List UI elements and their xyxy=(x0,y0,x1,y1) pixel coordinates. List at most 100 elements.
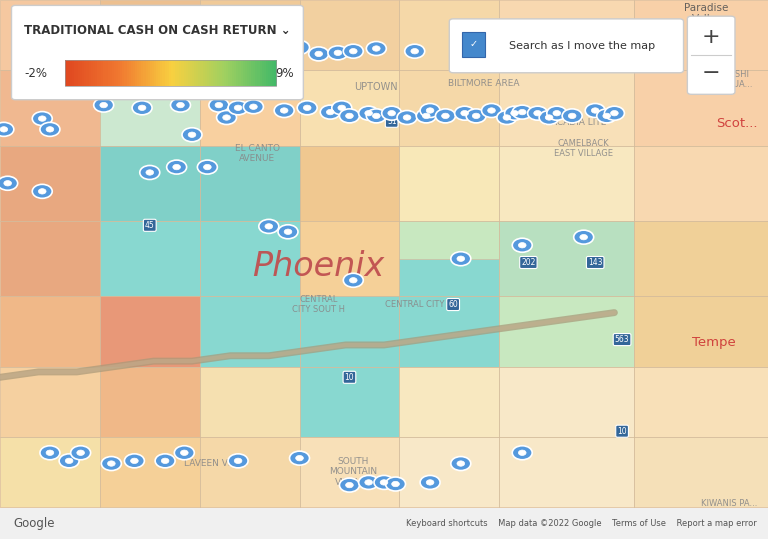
Bar xyxy=(213,60,216,86)
Circle shape xyxy=(100,102,108,108)
Text: 563: 563 xyxy=(614,335,630,344)
Bar xyxy=(237,60,239,86)
Bar xyxy=(170,60,174,86)
Bar xyxy=(0,70,100,146)
Circle shape xyxy=(366,42,386,56)
Bar xyxy=(84,60,88,86)
Bar xyxy=(169,60,171,86)
Circle shape xyxy=(472,113,480,119)
Bar xyxy=(249,60,252,86)
Bar xyxy=(137,60,140,86)
Bar xyxy=(264,60,266,86)
Text: FASHI
SQUA...: FASHI SQUA... xyxy=(721,70,753,89)
Bar xyxy=(186,60,188,86)
Circle shape xyxy=(265,46,273,51)
Circle shape xyxy=(46,450,54,455)
Bar xyxy=(203,60,205,86)
Circle shape xyxy=(150,47,157,52)
Circle shape xyxy=(234,105,242,110)
Bar xyxy=(150,60,153,86)
Text: KIWANIS PA...: KIWANIS PA... xyxy=(701,500,758,508)
Bar xyxy=(97,60,100,86)
Bar xyxy=(196,60,199,86)
Bar xyxy=(399,221,499,259)
Circle shape xyxy=(397,110,417,125)
Circle shape xyxy=(174,446,194,460)
Text: 60: 60 xyxy=(449,300,458,309)
Text: UPTOWN: UPTOWN xyxy=(355,82,398,92)
Circle shape xyxy=(562,109,582,123)
Text: 10: 10 xyxy=(617,427,627,436)
Circle shape xyxy=(451,457,471,471)
Circle shape xyxy=(518,243,526,248)
Text: Google: Google xyxy=(14,517,55,530)
Bar xyxy=(127,60,129,86)
Bar xyxy=(215,60,218,86)
Bar xyxy=(274,60,277,86)
Bar xyxy=(200,221,300,296)
Bar xyxy=(499,0,634,70)
Circle shape xyxy=(420,103,440,118)
Bar xyxy=(101,60,104,86)
Circle shape xyxy=(328,46,348,60)
Bar xyxy=(228,60,230,86)
Bar xyxy=(131,60,134,86)
Bar xyxy=(399,259,499,296)
Circle shape xyxy=(338,105,346,110)
Bar xyxy=(110,60,112,86)
Circle shape xyxy=(140,165,160,179)
Circle shape xyxy=(55,42,75,56)
Circle shape xyxy=(38,189,46,194)
Bar xyxy=(69,60,72,86)
Circle shape xyxy=(161,458,169,464)
Circle shape xyxy=(343,273,363,287)
Circle shape xyxy=(77,450,84,455)
Circle shape xyxy=(265,224,273,229)
Circle shape xyxy=(320,105,340,119)
Bar xyxy=(200,367,300,437)
Text: 9%: 9% xyxy=(275,67,293,80)
Circle shape xyxy=(611,110,618,116)
Circle shape xyxy=(223,50,230,56)
Circle shape xyxy=(274,103,294,118)
Text: 45: 45 xyxy=(145,221,154,230)
Bar xyxy=(86,60,89,86)
Circle shape xyxy=(349,278,357,283)
Circle shape xyxy=(451,252,471,266)
Text: LAVEEN VILLA: LAVEEN VILLA xyxy=(184,459,247,468)
Bar xyxy=(173,60,176,86)
Bar xyxy=(103,60,106,86)
Bar xyxy=(251,60,254,86)
Bar xyxy=(0,508,768,539)
Circle shape xyxy=(382,106,402,120)
Circle shape xyxy=(90,15,110,29)
Text: ARCADIA LITE: ARCADIA LITE xyxy=(545,119,607,127)
Circle shape xyxy=(372,113,380,119)
Bar xyxy=(399,296,499,367)
Circle shape xyxy=(173,164,180,170)
Bar xyxy=(207,60,210,86)
Circle shape xyxy=(349,49,357,54)
Text: Paradise
Vall...: Paradise Vall... xyxy=(684,3,729,24)
Circle shape xyxy=(180,450,188,455)
Bar xyxy=(634,0,768,70)
Text: ✓: ✓ xyxy=(470,39,478,50)
Circle shape xyxy=(420,475,440,489)
Bar xyxy=(158,60,161,86)
Bar xyxy=(238,60,241,86)
Bar xyxy=(223,60,227,86)
Bar xyxy=(100,221,200,296)
Bar xyxy=(68,60,71,86)
Circle shape xyxy=(188,132,196,137)
Circle shape xyxy=(65,458,73,464)
Circle shape xyxy=(124,454,144,468)
Circle shape xyxy=(209,98,229,112)
Circle shape xyxy=(242,49,250,54)
Bar xyxy=(300,0,399,70)
Text: TRADITIONAL CASH ON CASH RETURN ⌄: TRADITIONAL CASH ON CASH RETURN ⌄ xyxy=(24,24,291,37)
Circle shape xyxy=(547,106,567,120)
Bar xyxy=(114,60,117,86)
Bar xyxy=(200,146,300,221)
Circle shape xyxy=(250,104,257,109)
Circle shape xyxy=(455,106,475,120)
